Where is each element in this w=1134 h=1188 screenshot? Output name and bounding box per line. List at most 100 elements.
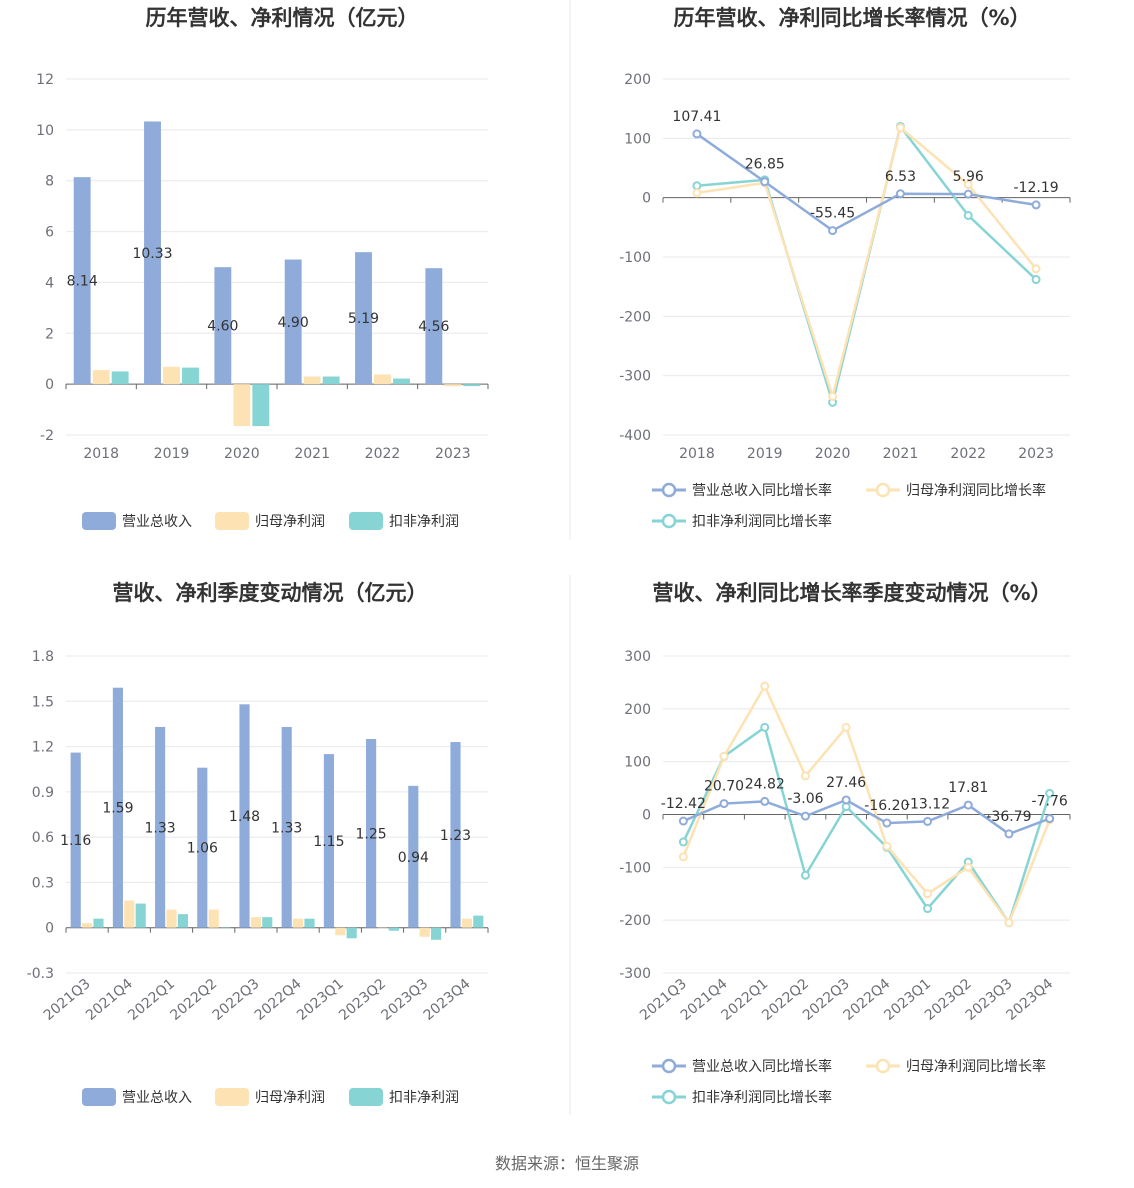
chart-annual-values: 历年营收、净利情况（亿元） -2 0 2 4 6 8 10 12 2018 2019 2020 2021… xyxy=(36,6,489,462)
bar xyxy=(82,923,93,928)
data-label: 107.41 xyxy=(672,109,721,125)
data-label: 1.25 xyxy=(356,826,387,842)
chart-title: 历年营收、净利情况（亿元） xyxy=(146,6,419,30)
point xyxy=(678,816,688,826)
bar xyxy=(408,785,419,928)
bar xyxy=(166,909,177,928)
x-tick-label: 2023Q2 xyxy=(336,976,389,1024)
bar xyxy=(262,917,273,928)
data-label: 4.56 xyxy=(418,319,449,335)
bar xyxy=(111,371,129,385)
point xyxy=(963,180,973,190)
bar xyxy=(124,900,135,928)
series-line xyxy=(682,683,1051,926)
series-1 xyxy=(92,366,462,427)
bar xyxy=(93,918,104,928)
y-tick-label: 10 xyxy=(36,123,54,139)
data-label: 4.60 xyxy=(207,319,238,335)
point xyxy=(963,800,973,810)
point xyxy=(963,189,973,199)
y-tick-label: 300 xyxy=(624,649,651,665)
x-tick-label: 2019 xyxy=(747,446,783,462)
y-tick-label: -200 xyxy=(619,913,651,929)
series-0 xyxy=(73,121,443,385)
point xyxy=(1045,814,1055,824)
data-label: 1.59 xyxy=(102,801,133,817)
bar xyxy=(214,267,232,385)
gridlines: -400 -300 -200 -100 0 100 200 xyxy=(619,72,1070,444)
chart-title: 历年营收、净利同比增长率情况（%） xyxy=(673,6,1030,30)
legend: 营业总收入 归母净利润 扣非净利润 xyxy=(82,512,459,530)
bar xyxy=(323,754,334,928)
x-tick-label: 2020 xyxy=(224,446,260,462)
y-tick-label: 1.5 xyxy=(32,694,54,710)
point xyxy=(882,841,892,851)
data-label: 1.48 xyxy=(229,809,260,825)
legend-item: 扣非净利润同比增长率 xyxy=(652,513,832,530)
bar xyxy=(92,370,110,385)
data-label: 20.70 xyxy=(704,779,744,795)
y-tick-label: 100 xyxy=(624,131,651,147)
legend-swatch xyxy=(349,512,383,530)
series-0 xyxy=(692,129,1041,236)
bar xyxy=(208,909,219,928)
legend-item: 扣非净利润同比增长率 xyxy=(652,1089,832,1106)
legend-label: 扣非净利润 xyxy=(389,514,459,530)
y-tick-label: 0.6 xyxy=(32,830,54,846)
series-line xyxy=(696,132,1037,233)
y-tick-label: 0 xyxy=(642,808,651,824)
legend-swatch-marker xyxy=(661,1089,677,1105)
bar xyxy=(135,903,146,928)
point xyxy=(828,391,838,401)
x-tick-label: 2023 xyxy=(1018,446,1054,462)
data-label: 26.85 xyxy=(745,157,785,173)
point xyxy=(963,862,973,872)
bar xyxy=(393,378,410,385)
legend-label: 扣非净利润同比增长率 xyxy=(692,513,832,530)
point xyxy=(678,852,688,862)
y-tick-label: 200 xyxy=(624,72,651,88)
bar xyxy=(73,177,91,385)
x-tick-label: 2022Q3 xyxy=(210,976,263,1024)
y-tick-label: -2 xyxy=(40,428,54,444)
series-2 xyxy=(93,903,484,940)
data-label: 0.94 xyxy=(398,850,429,866)
bar xyxy=(377,927,388,929)
bar xyxy=(250,917,261,928)
legend-swatch xyxy=(82,512,116,530)
gridlines: -300 -200 -100 0 100 200 300 xyxy=(619,649,1070,982)
point xyxy=(963,210,973,220)
x-tick-label: 2023Q4 xyxy=(421,976,474,1024)
y-tick-label: 0.3 xyxy=(32,875,54,891)
legend-item: 归母净利润 xyxy=(215,512,325,530)
series-1 xyxy=(692,123,1041,401)
x-tick-label: 2022Q4 xyxy=(252,976,305,1024)
y-tick-label: 1.8 xyxy=(32,649,54,665)
point xyxy=(719,751,729,761)
y-tick-label: -200 xyxy=(619,309,651,325)
bar xyxy=(425,268,443,385)
point xyxy=(1045,788,1055,798)
data-label: -7.76 xyxy=(1032,794,1068,810)
y-tick-label: -100 xyxy=(619,250,651,266)
x-tick-label: 2019 xyxy=(154,446,190,462)
point xyxy=(678,837,688,847)
series-line xyxy=(696,125,1038,401)
point xyxy=(760,681,770,691)
legend-item: 归母净利润 xyxy=(215,1088,325,1106)
point xyxy=(800,870,810,880)
data-label: -12.19 xyxy=(1014,180,1059,196)
point xyxy=(760,796,770,806)
legend-label: 归母净利润同比增长率 xyxy=(906,1058,1046,1075)
data-label: 4.90 xyxy=(278,315,309,331)
y-tick-label: 200 xyxy=(624,702,651,718)
data-label: 5.19 xyxy=(348,311,379,327)
bar xyxy=(346,927,357,939)
legend-item: 扣非净利润 xyxy=(349,1088,459,1106)
bar xyxy=(239,704,250,928)
x-tick-label: 2018 xyxy=(679,446,715,462)
bar xyxy=(461,918,472,928)
bar xyxy=(220,927,231,929)
